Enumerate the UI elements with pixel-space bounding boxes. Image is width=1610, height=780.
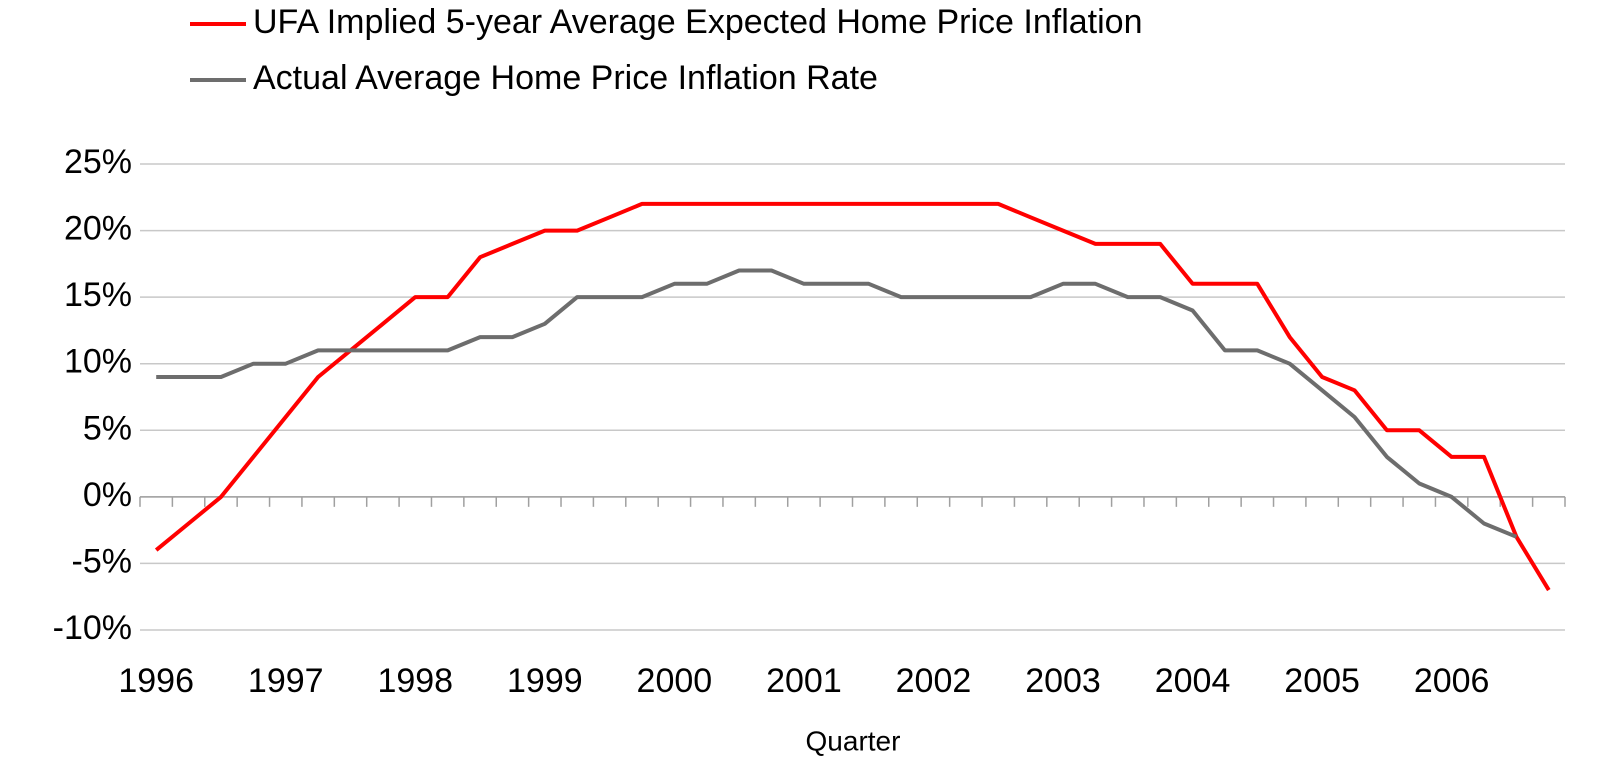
series-line bbox=[154, 201, 1551, 592]
x-tick-label: 2005 bbox=[1284, 662, 1360, 700]
x-tick-label: 1996 bbox=[118, 662, 194, 700]
legend-label: Actual Average Home Price Inflation Rate bbox=[253, 59, 878, 97]
y-tick-label: 25% bbox=[64, 143, 132, 181]
x-tick-label: 2002 bbox=[896, 662, 972, 700]
series-line bbox=[156, 268, 1518, 539]
x-tick-label: 1998 bbox=[377, 662, 453, 700]
y-tick-label: -5% bbox=[72, 542, 132, 580]
y-tick-label: -10% bbox=[53, 609, 132, 647]
x-tick-label: 2003 bbox=[1025, 662, 1101, 700]
x-tick-label: 2000 bbox=[637, 662, 713, 700]
x-tick-label: 2001 bbox=[766, 662, 842, 700]
legend-label: UFA Implied 5-year Average Expected Home… bbox=[253, 3, 1143, 41]
y-tick-label: 15% bbox=[64, 276, 132, 314]
x-tick-label: 1999 bbox=[507, 662, 583, 700]
y-tick-label: 5% bbox=[83, 409, 132, 447]
x-tick-label: 1997 bbox=[248, 662, 324, 700]
x-tick-label: 2004 bbox=[1155, 662, 1231, 700]
y-tick-label: 0% bbox=[83, 476, 132, 514]
y-tick-label: 10% bbox=[64, 343, 132, 381]
x-tick-label: 2006 bbox=[1414, 662, 1490, 700]
x-axis-title: Quarter bbox=[806, 725, 901, 756]
y-tick-label: 20% bbox=[64, 210, 132, 248]
